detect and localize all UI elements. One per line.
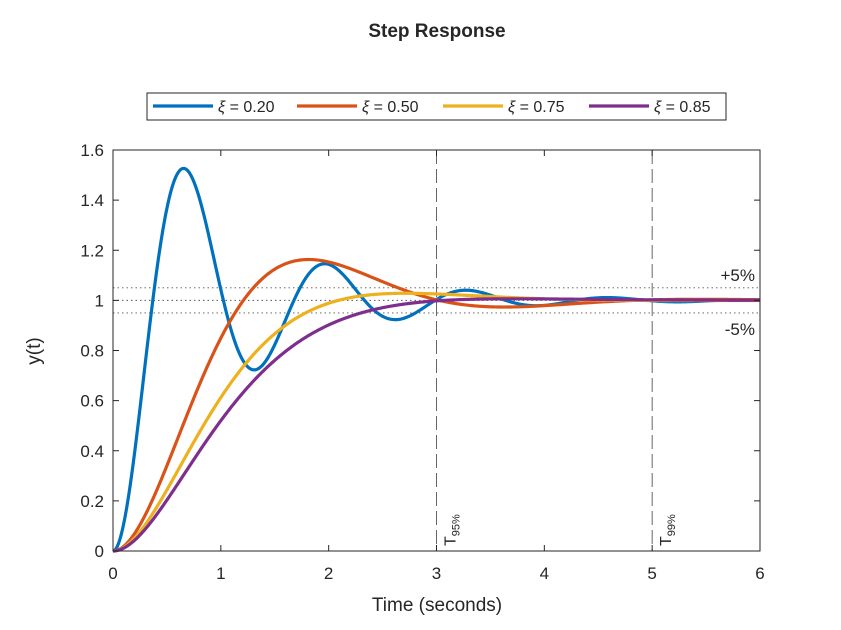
settling-marker-label-sub: 95%: [451, 514, 463, 536]
legend-label-4: ξ = 0.85: [654, 99, 711, 116]
legend-label-symbol: ξ: [508, 99, 516, 116]
x-tick-label: 3: [432, 564, 441, 583]
y-tick-label: 1.4: [80, 191, 104, 210]
x-axis-label: Time (seconds): [372, 595, 502, 616]
legend-label-value: = 0.20: [225, 99, 274, 116]
settling-marker-label-main: T: [658, 536, 675, 546]
x-tick-label: 5: [647, 564, 656, 583]
chart-title: Step Response: [368, 21, 505, 42]
legend-label-3: ξ = 0.75: [508, 99, 565, 116]
series-line-4: [112, 297, 761, 553]
legend-label-2: ξ = 0.50: [362, 99, 419, 116]
x-tick-label: 2: [324, 564, 333, 583]
legend-label-symbol: ξ: [362, 99, 370, 116]
series-lines: [112, 166, 761, 553]
y-tick-label: 1.6: [80, 141, 104, 160]
y-tick-label: 0: [95, 542, 104, 561]
y-tick-label: 0.4: [80, 442, 104, 461]
upper-tolerance-label: +5%: [721, 266, 756, 285]
axis-ticks: 0 1 2 3 4 5 6 0 0.2 0.4 0.6 0.8 1 1.2 1.4 1.6: [80, 141, 764, 583]
x-tick-label: 1: [216, 564, 225, 583]
x-tick-label: 6: [755, 564, 764, 583]
y-tick-label: 0.8: [80, 342, 104, 361]
x-tick-label: 0: [108, 564, 117, 583]
settling-marker-label-sub: 99%: [666, 514, 678, 536]
x-tick-label: 4: [540, 564, 549, 583]
lower-tolerance-label: -5%: [725, 320, 755, 339]
guide-lines: [113, 150, 760, 551]
legend-label-value: = 0.50: [369, 99, 418, 116]
legend: ξ = 0.20 ξ = 0.50 ξ = 0.75 ξ = 0.85: [146, 92, 727, 121]
legend-label-symbol: ξ: [218, 99, 226, 116]
legend-label-symbol: ξ: [654, 99, 662, 116]
y-tick-label: 0.2: [80, 492, 104, 511]
y-tick-label: 1.2: [80, 241, 104, 260]
annotations: +5%-5%T95%T99%: [443, 266, 756, 546]
y-tick-label: 1: [95, 291, 104, 310]
settling-marker-label-main: T: [443, 536, 460, 546]
settling-marker-label-2: T99%: [658, 514, 678, 546]
y-tick-label: 0.6: [80, 392, 104, 411]
y-axis-label: y(t): [24, 337, 45, 364]
legend-label-value: = 0.85: [661, 99, 710, 116]
legend-label-value: = 0.75: [515, 99, 564, 116]
legend-label-1: ξ = 0.20: [218, 99, 275, 116]
settling-marker-label-1: T95%: [443, 514, 463, 546]
